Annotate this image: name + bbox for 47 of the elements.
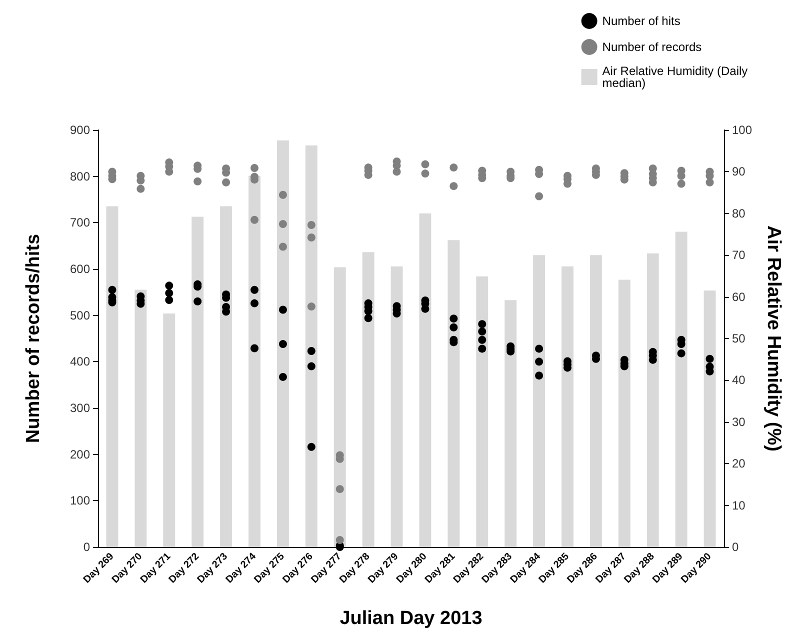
y-tick-label: 400 bbox=[70, 354, 90, 369]
bar bbox=[305, 145, 318, 547]
x-axis-title: Julian Day 2013 bbox=[340, 608, 482, 629]
y2-tick-label: 80 bbox=[732, 206, 746, 220]
y2-tick-label: 10 bbox=[732, 498, 746, 512]
y2-tick-label: 40 bbox=[732, 373, 746, 388]
legend-label: Air Relative Humidity (Daily median) bbox=[602, 64, 752, 90]
y-tick-label: 700 bbox=[70, 216, 90, 230]
y-tick-label: 900 bbox=[70, 123, 90, 137]
bar bbox=[590, 255, 602, 547]
bar bbox=[362, 252, 374, 547]
bar bbox=[106, 206, 118, 547]
y2-tick-label: 90 bbox=[732, 164, 746, 179]
bar bbox=[192, 216, 204, 547]
y-tick-label: 100 bbox=[70, 494, 90, 508]
bar bbox=[562, 266, 574, 547]
bar bbox=[704, 290, 716, 547]
bar bbox=[134, 290, 147, 547]
bar bbox=[419, 213, 432, 547]
y-tick-label: 800 bbox=[70, 169, 90, 184]
y2-tick-label: 100 bbox=[732, 123, 752, 137]
bar bbox=[163, 313, 176, 547]
y-tick-label: 600 bbox=[70, 262, 90, 276]
y-axis-title: Number of records/hits bbox=[23, 234, 44, 444]
legend-label: Number of hits bbox=[602, 14, 680, 28]
y-tick-label: 0 bbox=[83, 540, 90, 554]
y-tick-label: 500 bbox=[70, 308, 90, 322]
bar bbox=[533, 255, 546, 547]
y2-tick-label: 70 bbox=[732, 248, 746, 262]
bar bbox=[504, 300, 517, 547]
bar bbox=[646, 253, 659, 547]
bar bbox=[220, 206, 232, 547]
bar bbox=[675, 232, 688, 547]
bar bbox=[390, 266, 403, 547]
y2-tick-label: 60 bbox=[732, 290, 746, 304]
y2-tick-label: 0 bbox=[732, 540, 739, 554]
bar bbox=[276, 140, 289, 547]
legend-label: Number of records bbox=[602, 40, 702, 54]
bar bbox=[448, 240, 460, 547]
y2-tick-label: 50 bbox=[732, 332, 746, 346]
y-tick-label: 300 bbox=[70, 401, 90, 415]
y2-tick-label: 30 bbox=[732, 414, 746, 429]
bar bbox=[476, 276, 488, 547]
bar bbox=[618, 280, 630, 547]
y2-tick-label: 20 bbox=[732, 456, 746, 471]
y-tick-label: 200 bbox=[70, 447, 90, 462]
y2-axis-title: Air Relative Humidity (%) bbox=[763, 226, 784, 452]
